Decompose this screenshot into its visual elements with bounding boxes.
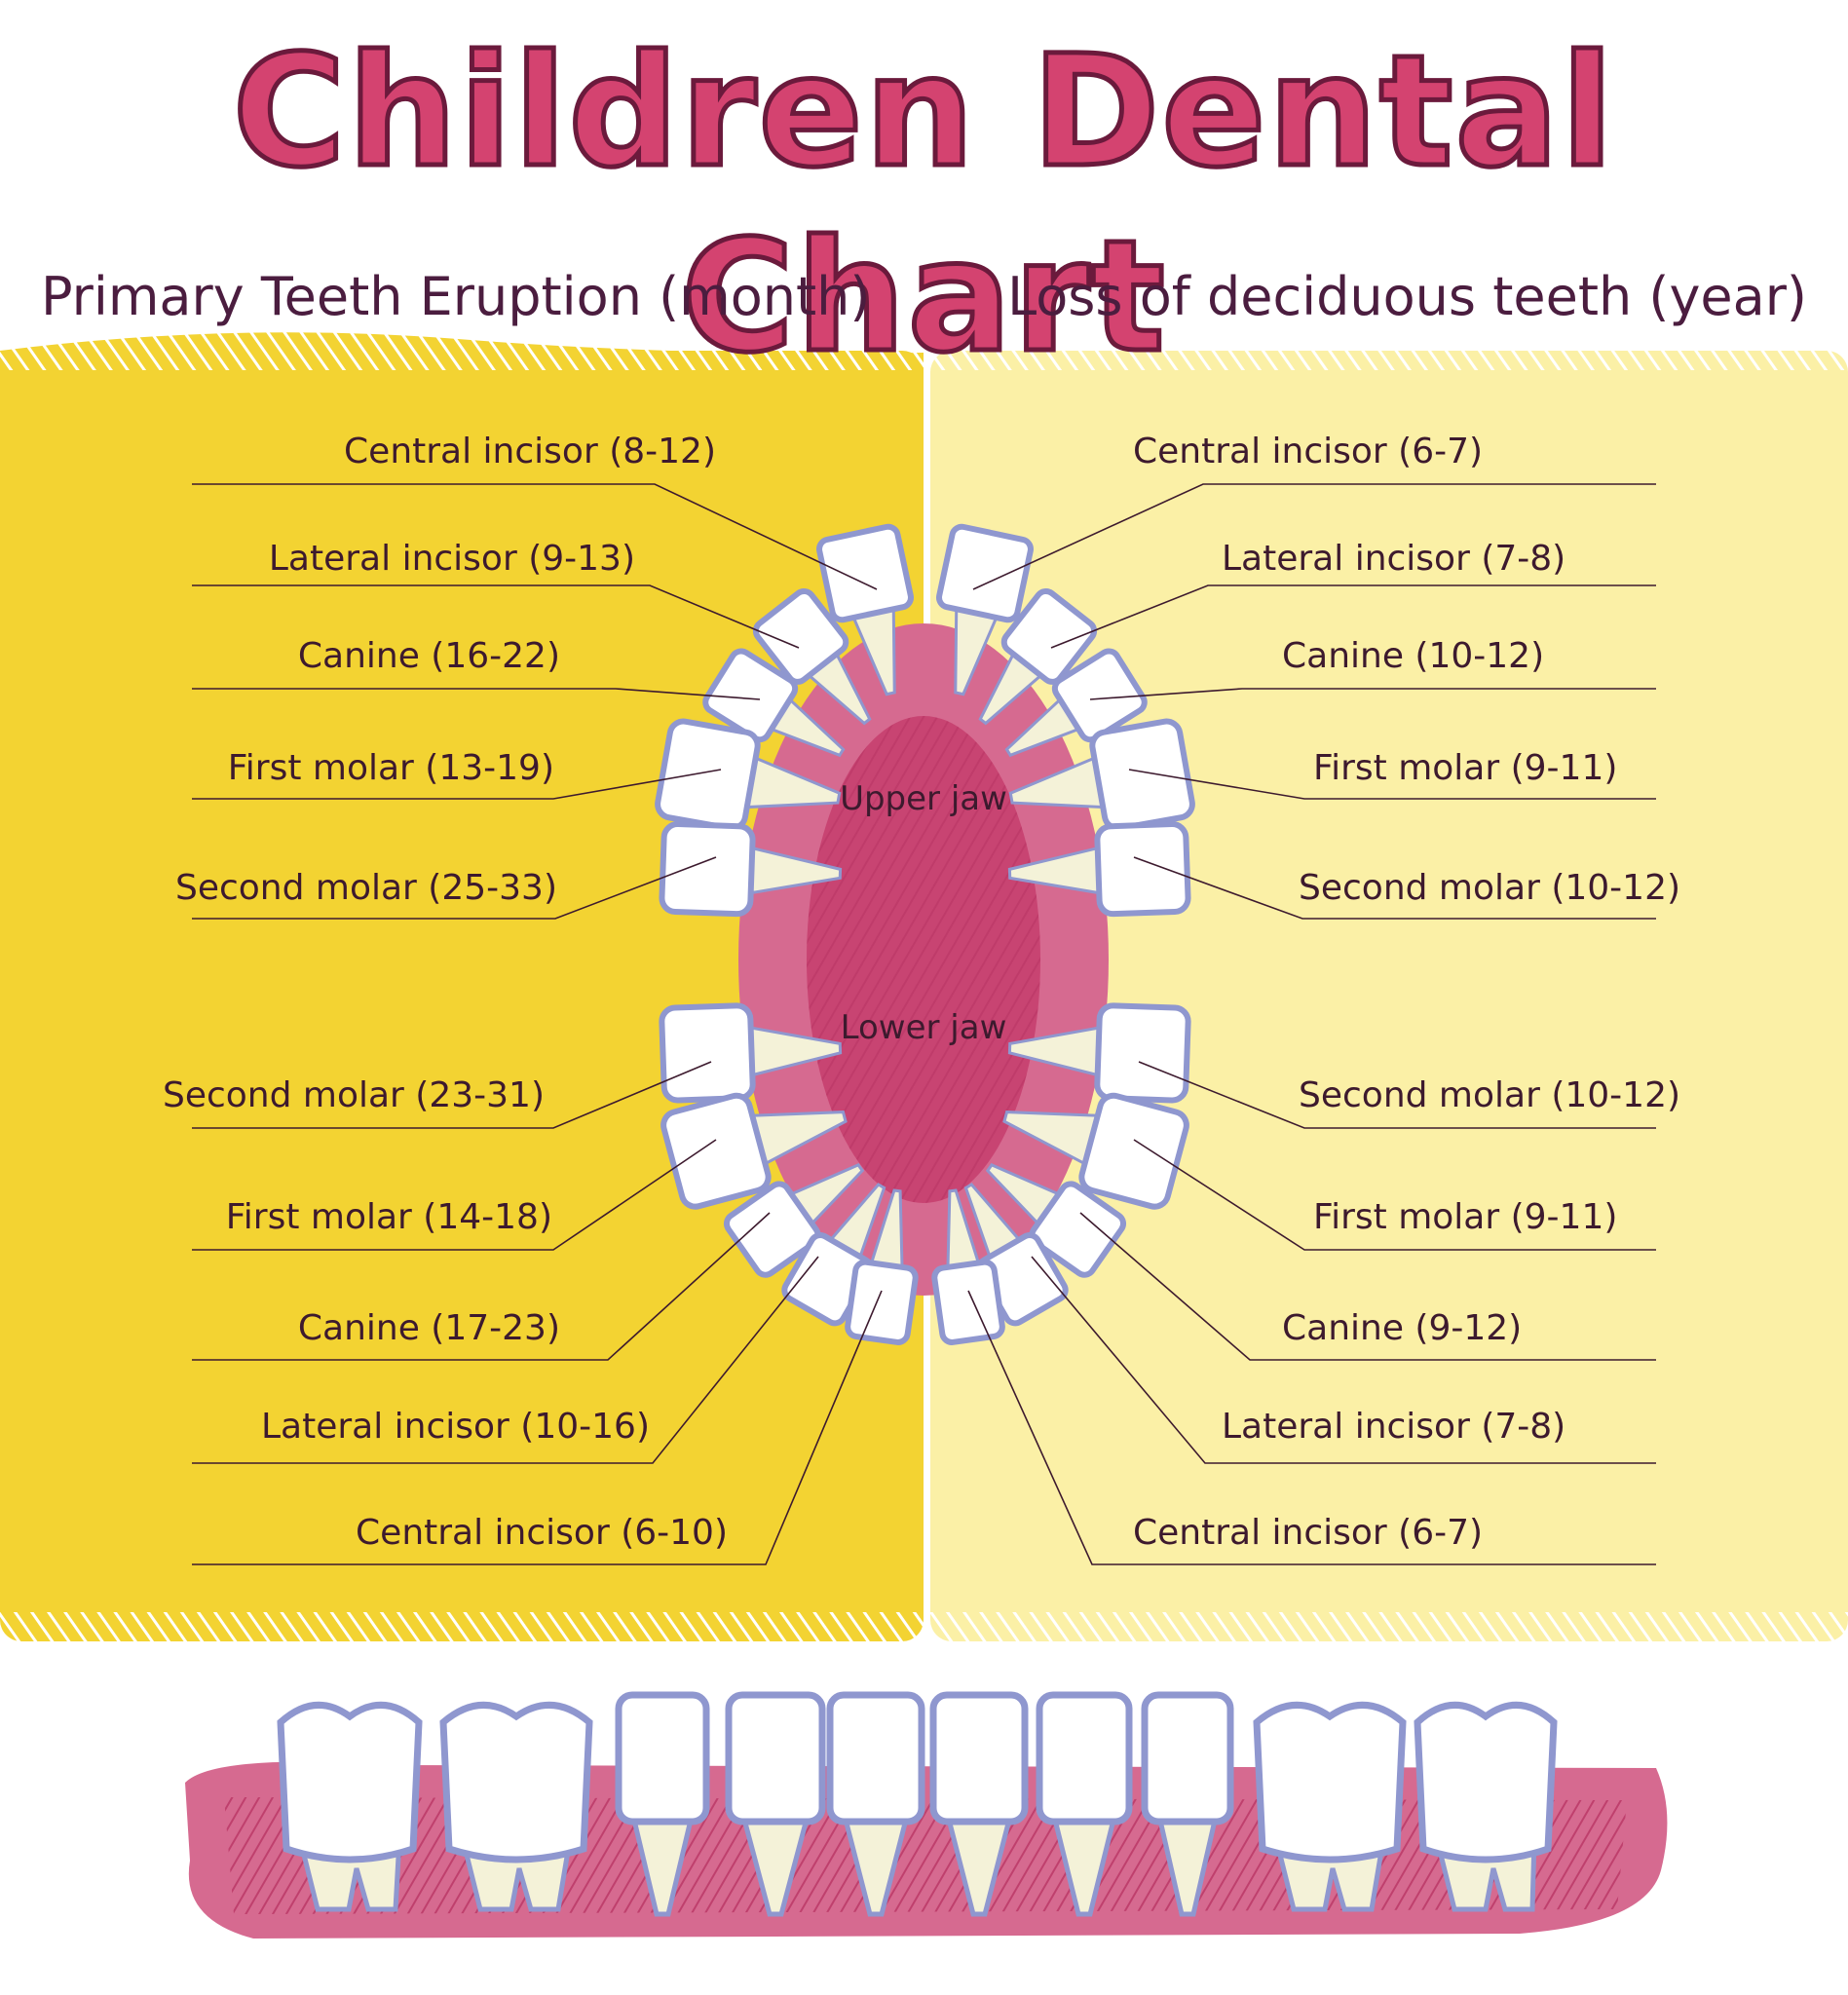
bottom-molar-icon bbox=[439, 1701, 593, 1912]
loss-lower-second-molar: Second molar (10-12) bbox=[1299, 1075, 1681, 1115]
lower-jaw-label: Lower jaw bbox=[840, 1008, 1007, 1047]
eruption-lower-canine: Canine (17-23) bbox=[297, 1308, 560, 1348]
lower-arch-teeth bbox=[659, 1002, 1191, 1345]
eruption-upper-lateral-incisor: Lateral incisor (9-13) bbox=[268, 539, 635, 579]
upper-right-lateral-incisor-icon bbox=[978, 587, 1098, 726]
eruption-lower-second-molar: Second molar (23-31) bbox=[162, 1075, 545, 1115]
upper-right-first-molar-icon bbox=[1008, 718, 1195, 832]
lower-right-canine-icon bbox=[985, 1162, 1127, 1278]
bottom-incisor-icon bbox=[1036, 1691, 1133, 1917]
right-panel bbox=[930, 331, 1848, 1651]
right-leader-line bbox=[1128, 769, 1656, 800]
bottom-incisor-icon bbox=[929, 1691, 1029, 1917]
loss-upper-second-molar: Second molar (10-12) bbox=[1299, 868, 1681, 908]
left-leader-line bbox=[192, 856, 717, 920]
upper-left-second-molar-icon bbox=[659, 821, 843, 918]
left-leader-line bbox=[192, 1061, 712, 1129]
upper-arch-teeth bbox=[655, 523, 1195, 918]
loss-upper-canine: Canine (10-12) bbox=[1282, 636, 1545, 676]
chart-title: Children Dental Chart bbox=[230, 20, 1616, 390]
eruption-upper-first-molar: First molar (13-19) bbox=[227, 748, 554, 788]
right-leader-line bbox=[1133, 1139, 1656, 1251]
upper-left-central-incisor-icon bbox=[816, 523, 914, 696]
lower-right-central-incisor-icon bbox=[931, 1188, 1005, 1345]
right-leader-line bbox=[1089, 688, 1656, 700]
bottom-molar-icon bbox=[1253, 1701, 1407, 1912]
left-leader-line bbox=[192, 1290, 883, 1565]
loss-lower-first-molar: First molar (9-11) bbox=[1313, 1197, 1618, 1237]
eruption-lower-central-incisor: Central incisor (6-10) bbox=[356, 1513, 728, 1553]
right-leader-line bbox=[1050, 584, 1656, 649]
loss-lower-lateral-incisor: Lateral incisor (7-8) bbox=[1222, 1407, 1566, 1447]
loss-lower-canine: Canine (9-12) bbox=[1282, 1308, 1523, 1348]
bottom-teeth-row bbox=[277, 1691, 1558, 1917]
left-leader-line bbox=[192, 483, 878, 590]
right-leader-line bbox=[1079, 1212, 1656, 1361]
eruption-upper-central-incisor: Central incisor (8-12) bbox=[344, 432, 716, 471]
upper-left-lateral-incisor-icon bbox=[752, 587, 872, 726]
left-panel bbox=[0, 331, 924, 1651]
lower-right-first-molar-icon bbox=[1002, 1092, 1189, 1210]
upper-right-canine-icon bbox=[1004, 648, 1148, 758]
right-leader-line bbox=[1031, 1256, 1656, 1464]
loss-upper-first-molar: First molar (9-11) bbox=[1313, 748, 1618, 788]
upper-jaw-label: Upper jaw bbox=[840, 779, 1007, 818]
right-leader-line bbox=[972, 483, 1656, 590]
bottom-incisor-icon bbox=[826, 1691, 925, 1917]
bottom-incisor-icon bbox=[1141, 1691, 1234, 1917]
left-leader-line bbox=[192, 584, 800, 649]
eruption-lower-first-molar: First molar (14-18) bbox=[225, 1197, 552, 1237]
lower-left-canine-icon bbox=[723, 1162, 865, 1278]
bottom-molar-icon bbox=[277, 1701, 423, 1912]
left-leader-line bbox=[192, 1139, 717, 1251]
right-leader-line bbox=[1138, 1061, 1656, 1129]
lower-right-second-molar-icon bbox=[1007, 1002, 1191, 1104]
bottom-incisor-icon bbox=[615, 1691, 710, 1917]
lower-left-central-incisor-icon bbox=[845, 1188, 919, 1345]
left-leader-line bbox=[192, 1212, 771, 1361]
loss-upper-central-incisor: Central incisor (6-7) bbox=[1133, 432, 1484, 471]
right-leader-line bbox=[967, 1290, 1656, 1565]
eruption-lower-lateral-incisor: Lateral incisor (10-16) bbox=[260, 1407, 650, 1447]
leader-lines bbox=[192, 483, 1656, 1565]
lower-left-second-molar-icon bbox=[659, 1002, 843, 1104]
upper-left-canine-icon bbox=[702, 648, 846, 758]
right-leader-line bbox=[1133, 856, 1656, 920]
left-leader-line bbox=[192, 1256, 819, 1464]
loss-lower-central-incisor: Central incisor (6-7) bbox=[1133, 1513, 1484, 1553]
eruption-upper-canine: Canine (16-22) bbox=[297, 636, 560, 676]
bottom-incisor-icon bbox=[725, 1691, 826, 1917]
eruption-upper-second-molar: Second molar (25-33) bbox=[174, 868, 557, 908]
eruption-heading: Primary Teeth Eruption (month) bbox=[41, 266, 871, 327]
upper-right-central-incisor-icon bbox=[936, 523, 1034, 696]
left-leader-line bbox=[192, 688, 761, 700]
left-leader-line bbox=[192, 769, 722, 800]
loss-upper-lateral-incisor: Lateral incisor (7-8) bbox=[1222, 539, 1566, 579]
upper-right-second-molar-icon bbox=[1007, 821, 1191, 918]
bottom-molar-icon bbox=[1414, 1701, 1558, 1912]
loss-heading: Loss of deciduous teeth (year) bbox=[1007, 266, 1807, 327]
lower-left-first-molar-icon bbox=[660, 1092, 848, 1210]
